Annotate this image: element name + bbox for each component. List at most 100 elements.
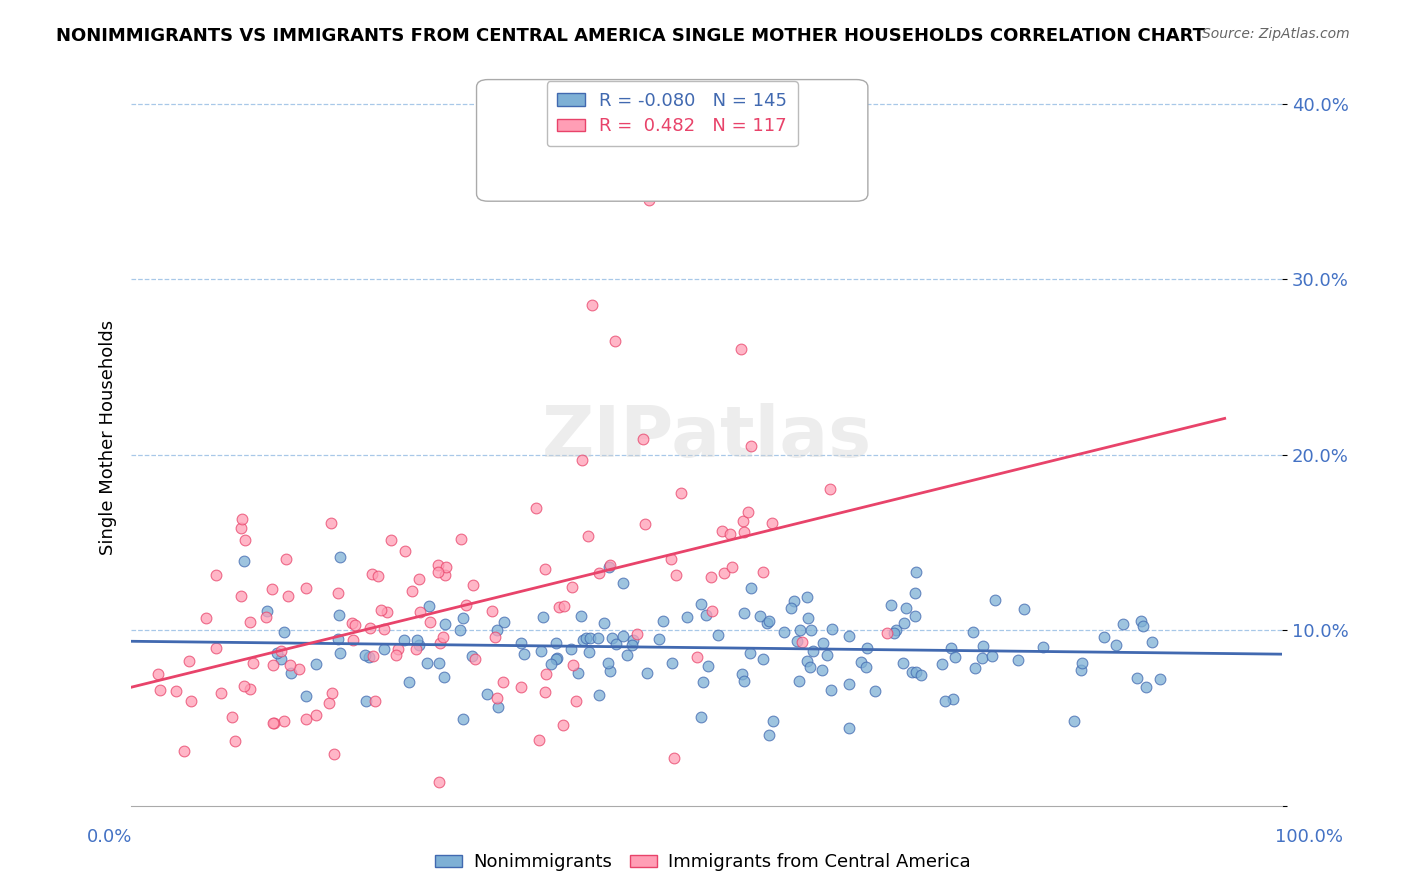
Point — [972, 639, 994, 653]
Point — [800, 623, 823, 637]
Point — [752, 566, 775, 580]
Point — [970, 651, 993, 665]
Point — [398, 674, 420, 689]
Point — [599, 664, 621, 678]
Point — [278, 657, 301, 672]
Point — [821, 622, 844, 636]
Point — [696, 658, 718, 673]
Point — [205, 641, 228, 656]
Point — [486, 690, 509, 705]
Point — [527, 733, 550, 747]
Point — [551, 718, 574, 732]
Point — [231, 512, 253, 526]
Point — [880, 599, 903, 613]
Point — [910, 668, 932, 682]
Point — [449, 624, 471, 638]
Point — [363, 694, 385, 708]
Point — [340, 615, 363, 630]
Point — [965, 661, 987, 675]
Point — [581, 298, 603, 312]
Point — [179, 654, 201, 668]
Point — [980, 649, 1002, 664]
Point — [477, 687, 499, 701]
Point — [904, 665, 927, 679]
Point — [1135, 680, 1157, 694]
Point — [599, 558, 621, 573]
Point — [811, 663, 834, 677]
Point — [484, 630, 506, 644]
Point — [494, 615, 516, 629]
Point — [1032, 640, 1054, 654]
Point — [662, 751, 685, 765]
Legend: R = -0.080   N = 145, R =  0.482   N = 117: R = -0.080 N = 145, R = 0.482 N = 117 — [547, 81, 797, 146]
Point — [295, 713, 318, 727]
Point — [636, 666, 658, 681]
Point — [274, 552, 297, 566]
Point — [239, 681, 262, 696]
Text: NONIMMIGRANTS VS IMMIGRANTS FROM CENTRAL AMERICA SINGLE MOTHER HOUSEHOLDS CORREL: NONIMMIGRANTS VS IMMIGRANTS FROM CENTRAL… — [56, 27, 1205, 45]
Point — [401, 583, 423, 598]
Point — [671, 486, 693, 500]
Point — [262, 582, 284, 597]
Point — [1149, 672, 1171, 686]
Point — [690, 710, 713, 724]
Point — [733, 674, 755, 689]
Point — [357, 650, 380, 665]
Point — [721, 560, 744, 574]
Point — [373, 642, 395, 657]
Point — [751, 652, 773, 666]
Point — [820, 683, 842, 698]
Point — [762, 714, 785, 729]
Point — [838, 721, 860, 735]
Point — [418, 599, 440, 614]
Point — [571, 453, 593, 467]
Point — [1007, 653, 1029, 667]
Point — [695, 607, 717, 622]
Point — [561, 581, 583, 595]
Point — [787, 673, 810, 688]
Point — [453, 611, 475, 625]
Point — [596, 656, 619, 670]
Point — [620, 638, 643, 652]
Point — [463, 577, 485, 591]
Point — [180, 694, 202, 708]
Point — [433, 567, 456, 582]
Point — [983, 593, 1005, 607]
Text: 0.0%: 0.0% — [87, 828, 132, 846]
Point — [266, 646, 288, 660]
Point — [426, 558, 449, 573]
Point — [941, 640, 963, 655]
Point — [818, 482, 841, 496]
Point — [232, 679, 254, 693]
Point — [408, 572, 430, 586]
Point — [224, 733, 246, 747]
Point — [740, 582, 762, 596]
Point — [710, 524, 733, 538]
Point — [450, 532, 472, 546]
Point — [394, 543, 416, 558]
Point — [304, 707, 326, 722]
Point — [460, 648, 482, 663]
Point — [733, 524, 755, 539]
Point — [786, 634, 808, 648]
Point — [756, 615, 779, 630]
Point — [740, 439, 762, 453]
Point — [838, 629, 860, 643]
Point — [305, 657, 328, 671]
Point — [356, 694, 378, 708]
Point — [233, 554, 256, 568]
Point — [229, 521, 252, 535]
Point — [560, 642, 582, 657]
Point — [419, 615, 441, 630]
Point — [375, 606, 398, 620]
Point — [690, 597, 713, 611]
Point — [579, 632, 602, 646]
Point — [239, 615, 262, 629]
Point — [588, 566, 610, 580]
Point — [796, 655, 818, 669]
Point — [456, 599, 478, 613]
Point — [173, 744, 195, 758]
Point — [891, 656, 914, 670]
Point — [540, 657, 562, 671]
Point — [544, 636, 567, 650]
